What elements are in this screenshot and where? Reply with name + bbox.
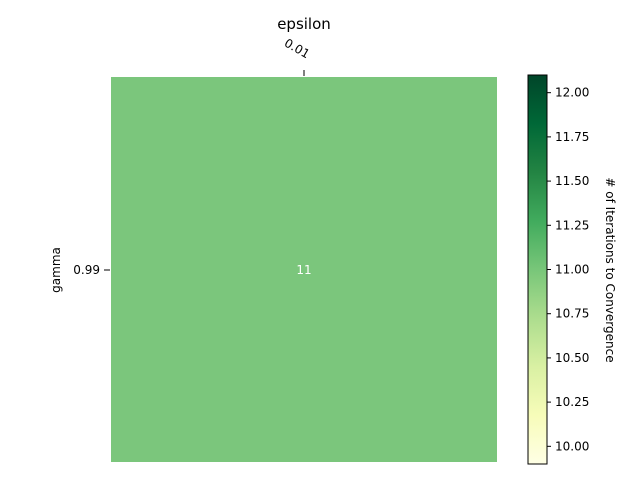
colorbar-tick-label: 11.25 [555, 218, 589, 232]
heatmap-cell [111, 77, 497, 462]
y-tick-label: 0.99 [73, 263, 100, 277]
colorbar-tick-label: 11.75 [555, 130, 589, 144]
x-tick-label: 0.01 [282, 36, 312, 61]
colorbar-tick-label: 11.50 [555, 174, 589, 188]
colorbar-tick-label: 11.00 [555, 263, 589, 277]
colorbar-tick-label: 12.00 [555, 86, 589, 100]
y-axis-label: gamma [49, 247, 63, 293]
heatmap-cell-label: 11 [296, 263, 311, 277]
colorbar-tick-label: 10.75 [555, 307, 589, 321]
colorbar-tick-label: 10.25 [555, 395, 589, 409]
x-axis-label: epsilon [277, 15, 331, 33]
colorbar-tick-label: 10.00 [555, 439, 589, 453]
colorbar [527, 74, 548, 465]
colorbar-ticks: 10.00 10.25 10.50 10.75 11.00 11.25 11.50 11.75… [547, 86, 589, 453]
colorbar-tick-label: 10.50 [555, 351, 589, 365]
colorbar-label: # of Iterations to Convergence [603, 177, 617, 362]
